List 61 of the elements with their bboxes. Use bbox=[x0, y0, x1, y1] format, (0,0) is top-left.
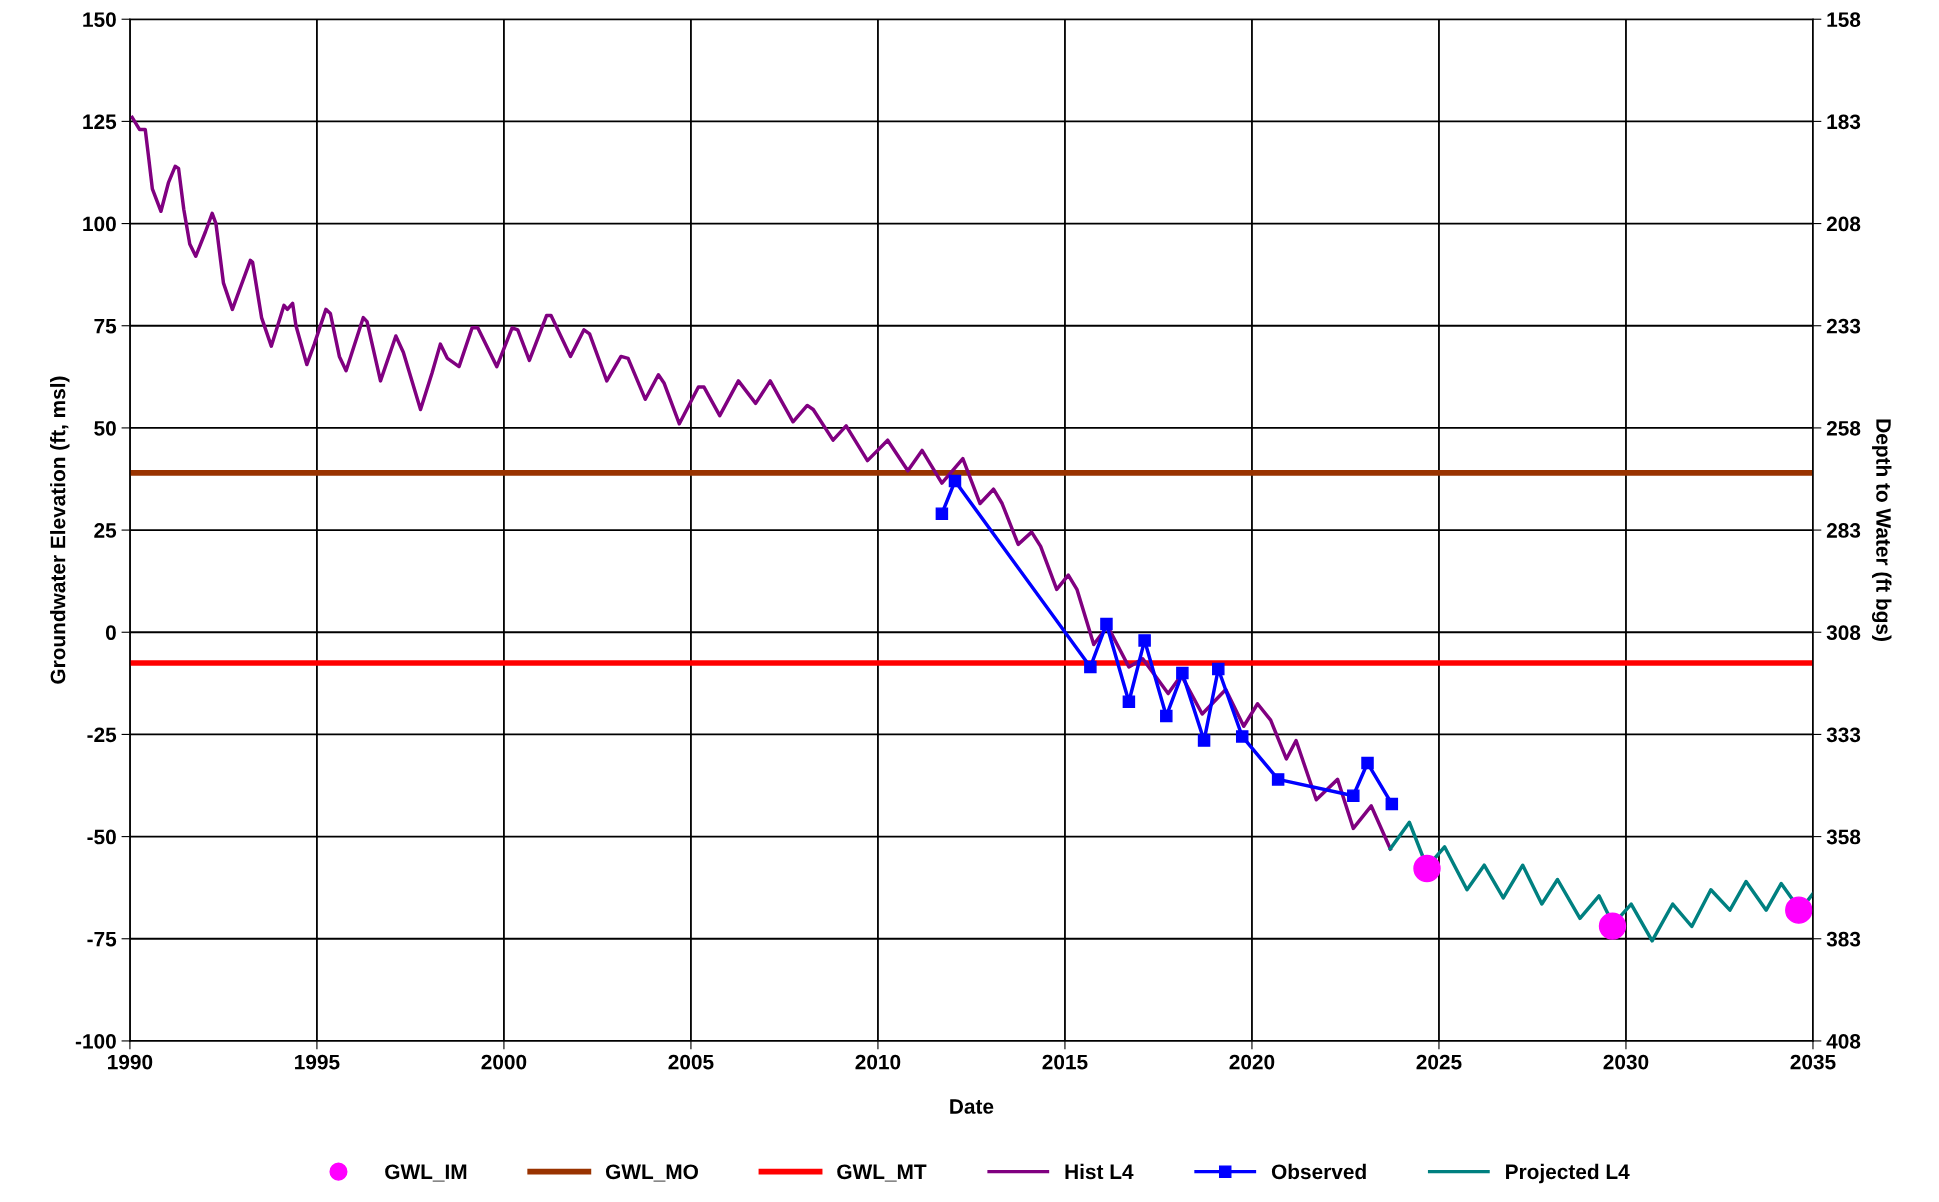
point bbox=[935, 507, 949, 520]
point bbox=[1176, 666, 1189, 680]
point bbox=[1361, 756, 1374, 770]
point bbox=[1084, 660, 1097, 674]
point bbox=[1413, 854, 1441, 883]
x-tick-label: 2005 bbox=[668, 1054, 714, 1070]
point bbox=[1271, 773, 1285, 786]
y-tick-label: -75 bbox=[87, 931, 117, 947]
legend-label: GWL_IM bbox=[385, 1164, 467, 1182]
point bbox=[1347, 789, 1360, 802]
y-tick-label: 50 bbox=[94, 420, 116, 436]
y-tick-label: 150 bbox=[83, 12, 116, 27]
y2-tick-label: 408 bbox=[1826, 1033, 1861, 1049]
y2-tick-label: 158 bbox=[1827, 12, 1861, 27]
line-series bbox=[130, 115, 1393, 851]
y2-tick-label: 208 bbox=[1826, 216, 1861, 232]
legend-label: GWL_MT bbox=[837, 1164, 927, 1182]
point bbox=[1785, 896, 1813, 924]
legend-label: Observed bbox=[1271, 1163, 1366, 1180]
point bbox=[1235, 730, 1249, 743]
x-tick-label: 2015 bbox=[1042, 1054, 1088, 1070]
y-tick-label: 0 bbox=[105, 625, 116, 641]
x-tick-label: 2030 bbox=[1603, 1054, 1649, 1070]
y-tick-label: -100 bbox=[75, 1033, 116, 1049]
point bbox=[1138, 634, 1151, 647]
y2-tick-label: 333 bbox=[1826, 727, 1861, 743]
point bbox=[1197, 734, 1211, 747]
point bbox=[1160, 709, 1173, 723]
x-tick-label: 1995 bbox=[295, 1054, 340, 1070]
x-tick-label: 1990 bbox=[108, 1054, 153, 1070]
point bbox=[948, 474, 962, 488]
point bbox=[1598, 912, 1627, 940]
y-tick-label: 100 bbox=[83, 216, 116, 232]
y2-tick-label: 183 bbox=[1827, 114, 1861, 130]
point bbox=[1100, 617, 1113, 631]
x-axis-title: Date bbox=[950, 1099, 994, 1114]
y2-tick-label: 308 bbox=[1826, 625, 1861, 641]
x-tick-label: 2020 bbox=[1229, 1054, 1275, 1070]
point bbox=[1385, 797, 1399, 811]
y-axis-title: Groundwater Elevation (ft, msl) bbox=[50, 376, 70, 684]
y-tick-label: 125 bbox=[83, 114, 117, 130]
y2-tick-label: 258 bbox=[1826, 420, 1861, 436]
y2-tick-label: 358 bbox=[1826, 829, 1861, 845]
y2-tick-label: 383 bbox=[1826, 931, 1861, 947]
y2-tick-label: 283 bbox=[1826, 523, 1861, 538]
y-tick-label: 75 bbox=[94, 318, 117, 334]
x-tick-label: 2035 bbox=[1790, 1054, 1836, 1070]
y-tick-label: -25 bbox=[87, 727, 117, 743]
legend-label: Projected L4 bbox=[1506, 1163, 1630, 1184]
y-tick-label: 25 bbox=[94, 523, 117, 538]
x-tick-label: 2025 bbox=[1416, 1054, 1462, 1070]
y2-axis-title: Depth to Water (ft bgs) bbox=[1871, 419, 1892, 641]
x-tick-label: 2010 bbox=[855, 1054, 901, 1070]
x-tick-label: 2000 bbox=[481, 1054, 527, 1070]
line-series bbox=[1388, 820, 1813, 943]
legend-label: GWL_MO bbox=[605, 1164, 698, 1182]
point bbox=[1212, 662, 1225, 676]
y-tick-label: -50 bbox=[87, 829, 116, 845]
legend-label: Hist L4 bbox=[1065, 1163, 1134, 1180]
point bbox=[1122, 695, 1136, 708]
y2-tick-label: 233 bbox=[1826, 318, 1861, 334]
